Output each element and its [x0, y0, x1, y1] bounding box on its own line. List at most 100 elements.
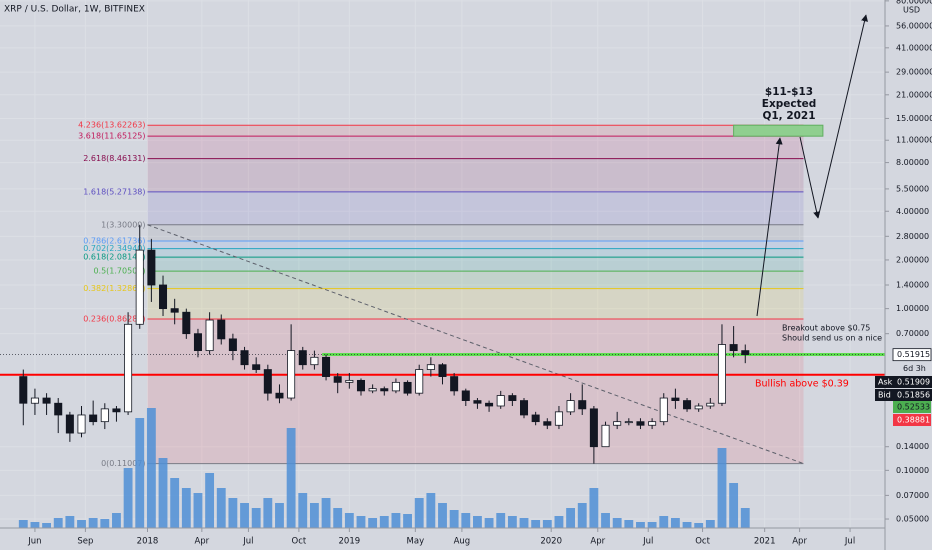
candle-body	[252, 364, 261, 370]
fib-label: 2.618(8.46131)	[83, 154, 145, 163]
volume-bar	[42, 523, 52, 528]
volume-bar	[77, 520, 86, 528]
fib-label: 1.618(5.27138)	[83, 187, 145, 196]
volume-bar	[112, 513, 121, 528]
candle-body	[601, 424, 610, 448]
fib-label: 0.786(2.61736)	[83, 237, 145, 246]
candle-body	[345, 379, 354, 383]
y-tick-label: 0.07000	[896, 491, 929, 500]
candle-body	[65, 414, 74, 434]
countdown-label: 6d 3h	[903, 364, 926, 373]
note-text: Should send us on a nice run.	[782, 334, 901, 343]
price-axis	[885, 0, 932, 550]
ask-value: 0.51909	[897, 378, 930, 387]
candle-body	[310, 356, 319, 366]
y-tick-label: 41.00000	[896, 43, 932, 52]
fib-band	[147, 271, 804, 289]
candle-body	[356, 379, 365, 392]
candle-body	[275, 392, 284, 399]
volume-bar	[158, 458, 168, 528]
volume-bar	[694, 523, 704, 528]
volume-bar	[30, 522, 40, 528]
candle-body	[438, 364, 447, 377]
note-text: Breakout above $0.75	[782, 324, 870, 333]
fib-label: 0.382(1.32862)	[83, 284, 145, 293]
projection-arrow	[756, 137, 783, 317]
volume-bar	[321, 498, 331, 528]
volume-bar	[275, 503, 284, 528]
x-tick-label: Jun	[27, 537, 41, 547]
last-price-label: 0.51915	[897, 350, 930, 359]
candle-body	[380, 388, 389, 392]
y-tick-label: 2.80000	[896, 232, 929, 241]
volume-bar	[18, 520, 28, 528]
volume-bar	[228, 498, 238, 528]
volume-bar	[566, 508, 576, 528]
fib-band	[147, 191, 804, 225]
volume-bar	[205, 473, 215, 528]
candle-body	[426, 364, 435, 370]
candle-body	[729, 344, 738, 352]
volume-bar	[740, 508, 750, 528]
y-tick-label: 0.14000	[896, 442, 929, 451]
fib-band	[147, 288, 804, 319]
candle-body	[636, 421, 645, 426]
support-label: Bullish above $0.39	[755, 378, 849, 389]
bid-box	[875, 389, 932, 401]
candle-body	[89, 414, 98, 423]
candle-body	[508, 395, 517, 401]
ask-box	[875, 376, 932, 388]
candle-body	[287, 350, 296, 399]
y-tick-label: 56.00000	[896, 21, 932, 30]
volume-bar	[216, 488, 226, 528]
y-tick-label: 80.00000	[896, 0, 932, 5]
fib-label: 0.702(2.34940)	[83, 244, 145, 253]
candle-body	[30, 397, 39, 404]
x-tick-label: Apr	[792, 537, 807, 547]
volume-bar	[403, 514, 412, 528]
candle-body	[403, 381, 412, 394]
candle-body	[170, 308, 179, 313]
volume-bar	[309, 503, 319, 528]
volume-bar	[170, 478, 180, 528]
volume-bar	[65, 516, 75, 528]
x-tick-label: Apr	[194, 537, 209, 547]
candle-body	[77, 414, 86, 434]
volume-bar	[647, 522, 657, 528]
x-tick-label: Aug	[454, 537, 471, 547]
volume-bar	[461, 513, 471, 528]
candle-body	[112, 408, 121, 413]
candle-body	[613, 421, 622, 426]
target-text: $11-$13	[765, 86, 813, 98]
volume-bar	[368, 518, 378, 528]
candle-body	[589, 408, 598, 448]
fib-label: 3.618(11.65125)	[78, 132, 145, 141]
x-tick-label: Oct	[292, 537, 307, 547]
target-text: Expected	[762, 98, 816, 110]
candle-body	[333, 376, 342, 383]
candle-body	[19, 376, 28, 404]
candle-body	[368, 388, 377, 392]
candle-body	[683, 400, 692, 410]
candle-body	[543, 421, 552, 426]
volume-bar	[507, 516, 517, 528]
volume-bar	[263, 498, 273, 528]
volume-bar	[240, 503, 249, 528]
volume-bar	[251, 508, 261, 528]
fib-band	[147, 248, 804, 258]
volume-bar	[379, 516, 389, 528]
bid-value: 0.51856	[897, 391, 930, 400]
y-tick-label: 11.00000	[896, 136, 932, 145]
candle-body	[741, 350, 750, 355]
y-tick-label: 8.00000	[896, 158, 929, 167]
fib-band	[147, 224, 804, 242]
y-tick-label: 1.40000	[896, 280, 929, 289]
volume-bar	[426, 493, 436, 528]
volume-bar	[670, 518, 680, 528]
candle-body	[415, 369, 424, 394]
candle-body	[520, 400, 529, 416]
candle-body	[182, 311, 191, 335]
volume-bar	[286, 428, 296, 528]
fib-label: 0.618(2.08144)	[83, 253, 145, 262]
volume-bar	[705, 520, 715, 528]
